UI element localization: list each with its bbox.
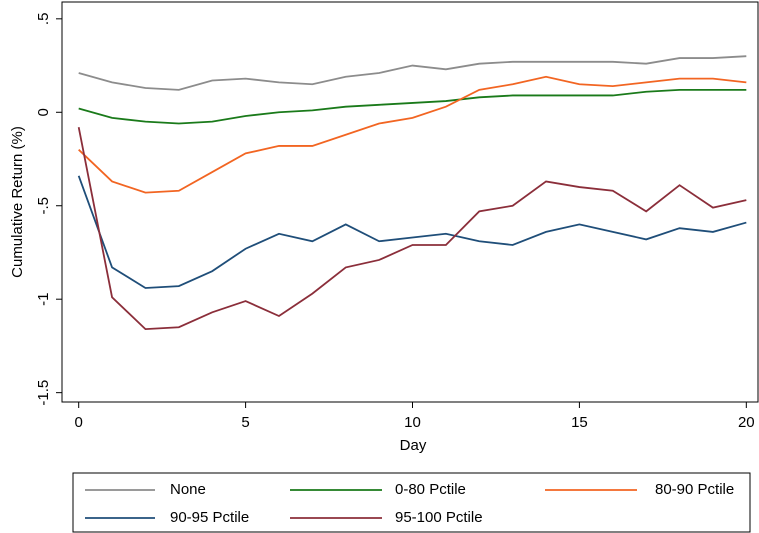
- legend-label: 95-100 Pctile: [395, 509, 483, 526]
- x-tick-label: 15: [571, 414, 588, 431]
- legend-label: 90-95 Pctile: [170, 509, 249, 526]
- x-tick-label: 20: [738, 414, 755, 431]
- series-line: [78, 75, 747, 194]
- legend-label: 80-90 Pctile: [655, 481, 734, 498]
- series-line: [78, 55, 747, 91]
- y-tick-label: 0: [35, 108, 52, 116]
- series-line: [77, 175, 747, 289]
- x-tick-label: 0: [75, 414, 83, 431]
- x-tick-label: 5: [241, 414, 249, 431]
- legend-frame: [72, 472, 751, 533]
- y-axis-title: Cumulative Return (%): [9, 126, 26, 278]
- legend-label: None: [170, 481, 206, 498]
- y-tick-label: -.5: [35, 197, 52, 215]
- x-tick-label: 10: [404, 414, 421, 431]
- y-tick-label: -1: [35, 293, 52, 306]
- y-tick-label: -1.5: [35, 380, 52, 406]
- x-axis-title: Day: [400, 437, 427, 454]
- y-tick-label: .5: [35, 13, 52, 26]
- series-line: [77, 127, 747, 331]
- legend-label: 0-80 Pctile: [395, 481, 466, 498]
- series-line: [78, 88, 747, 125]
- plot-frame: [61, 1, 759, 403]
